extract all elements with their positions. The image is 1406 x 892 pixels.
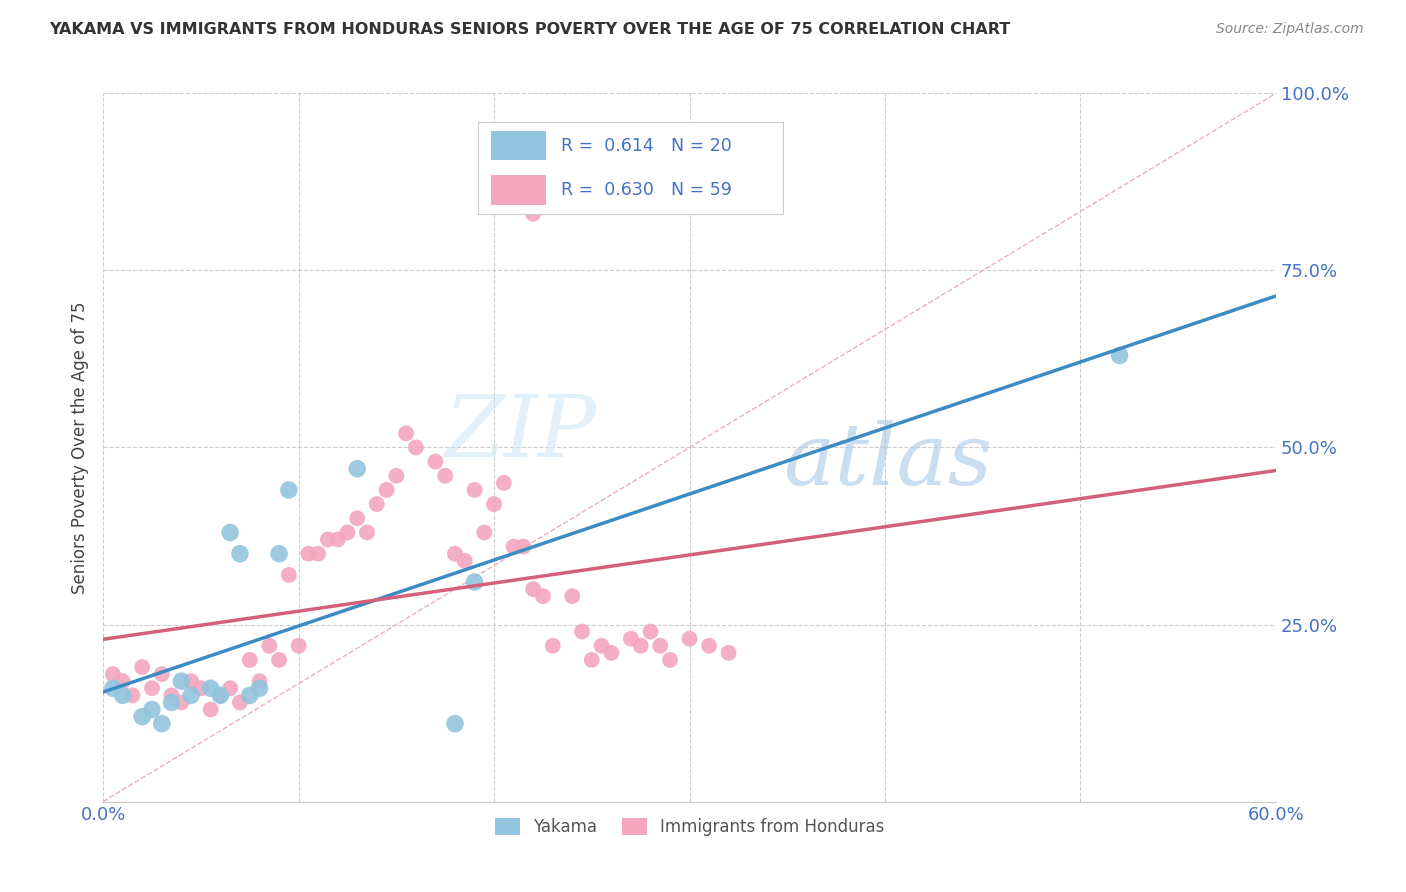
Point (492, 475, 515, 490)
Point (287, 639, 309, 653)
Point (591, 639, 613, 653)
Point (600, 646, 623, 660)
Point (170, 695, 193, 709)
Point (141, 702, 163, 716)
Point (385, 468, 408, 483)
Point (141, 681, 163, 696)
Point (522, 582, 544, 596)
Point (512, 540, 534, 554)
Point (375, 483, 398, 497)
Point (482, 497, 505, 511)
Legend: Yakama, Immigrants from Honduras: Yakama, Immigrants from Honduras (488, 812, 891, 843)
Point (209, 689, 232, 703)
Point (425, 455, 447, 469)
Point (395, 426, 418, 441)
Point (346, 461, 368, 475)
Point (111, 674, 134, 689)
Point (277, 568, 299, 582)
Point (640, 624, 662, 639)
Point (150, 716, 173, 731)
Point (219, 681, 242, 696)
Point (454, 554, 477, 568)
Point (121, 689, 143, 703)
Point (405, 441, 427, 455)
Point (160, 689, 183, 703)
Point (170, 674, 193, 689)
Point (190, 681, 212, 696)
Point (131, 709, 153, 723)
Point (150, 667, 173, 681)
Point (717, 646, 740, 660)
Point (101, 667, 124, 681)
Point (101, 681, 124, 696)
Point (249, 681, 271, 696)
Point (131, 660, 153, 674)
Point (229, 695, 252, 709)
Point (307, 547, 329, 561)
Point (697, 639, 720, 653)
Point (229, 547, 252, 561)
Point (180, 674, 202, 689)
Point (464, 483, 486, 497)
Point (200, 681, 222, 696)
Point (316, 533, 339, 547)
Point (111, 689, 134, 703)
Text: atlas: atlas (783, 420, 993, 503)
Point (267, 547, 290, 561)
Point (434, 468, 457, 483)
Point (1108, 348, 1130, 362)
Text: YAKAMA VS IMMIGRANTS FROM HONDURAS SENIORS POVERTY OVER THE AGE OF 75 CORRELATIO: YAKAMA VS IMMIGRANTS FROM HONDURAS SENIO… (49, 22, 1011, 37)
Point (200, 702, 222, 716)
Point (297, 547, 319, 561)
Point (620, 632, 643, 646)
Point (444, 716, 467, 731)
Point (502, 540, 524, 554)
Point (561, 589, 583, 603)
Point (650, 639, 672, 653)
Point (346, 511, 368, 525)
Point (259, 639, 281, 653)
Point (472, 525, 495, 540)
Point (160, 695, 183, 709)
Point (326, 533, 349, 547)
Point (630, 639, 652, 653)
Point (239, 653, 262, 667)
Y-axis label: Seniors Poverty Over the Age of 75: Seniors Poverty Over the Age of 75 (72, 301, 89, 594)
Point (531, 589, 554, 603)
Point (541, 639, 564, 653)
Point (464, 574, 486, 589)
Point (219, 525, 242, 540)
Point (239, 689, 262, 703)
Point (336, 525, 359, 540)
Point (277, 483, 299, 497)
Point (209, 689, 232, 703)
Point (267, 653, 290, 667)
Point (678, 632, 700, 646)
Point (356, 525, 378, 540)
Point (249, 674, 271, 689)
Point (366, 497, 388, 511)
Point (581, 653, 603, 667)
Point (444, 547, 467, 561)
Point (659, 653, 682, 667)
Point (571, 624, 593, 639)
Point (522, 207, 544, 221)
Point (180, 689, 202, 703)
Text: Source: ZipAtlas.com: Source: ZipAtlas.com (1216, 22, 1364, 37)
Text: ZIP: ZIP (444, 392, 596, 475)
